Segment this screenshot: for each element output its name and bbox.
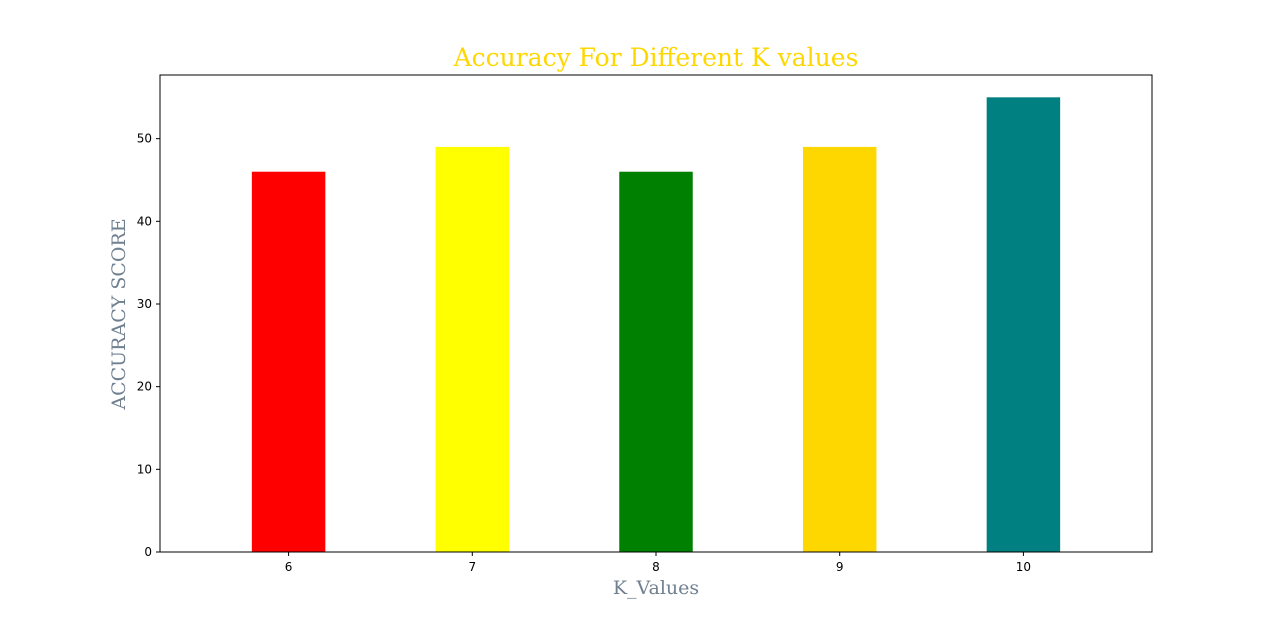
bar-7 — [435, 146, 510, 553]
bar-9 — [802, 146, 877, 553]
y-tick-label: 50 — [137, 132, 152, 146]
x-tick-label: 6 — [285, 560, 293, 574]
y-tick-label: 40 — [137, 214, 152, 228]
bar-10 — [986, 97, 1061, 552]
bar-6 — [251, 171, 326, 552]
y-tick-label: 20 — [137, 380, 152, 394]
bar-8 — [619, 171, 693, 552]
x-tick-label: 10 — [1016, 560, 1031, 574]
y-axis-label: ACCURACY SCORE — [108, 218, 130, 410]
x-tick-label: 7 — [468, 560, 476, 574]
y-tick-label: 30 — [137, 297, 152, 311]
x-axis-label: K_Values — [613, 577, 699, 599]
x-tick-label: 8 — [652, 560, 660, 574]
x-tick-label: 9 — [836, 560, 844, 574]
y-tick-label: 0 — [144, 545, 152, 559]
y-tick-label: 10 — [137, 462, 152, 476]
chart-title: Accuracy For Different K values — [453, 43, 859, 72]
bars — [251, 97, 1061, 553]
axis-ticks: 6 7 8 9 10 0 10 20 30 40 50 — [137, 132, 1031, 574]
